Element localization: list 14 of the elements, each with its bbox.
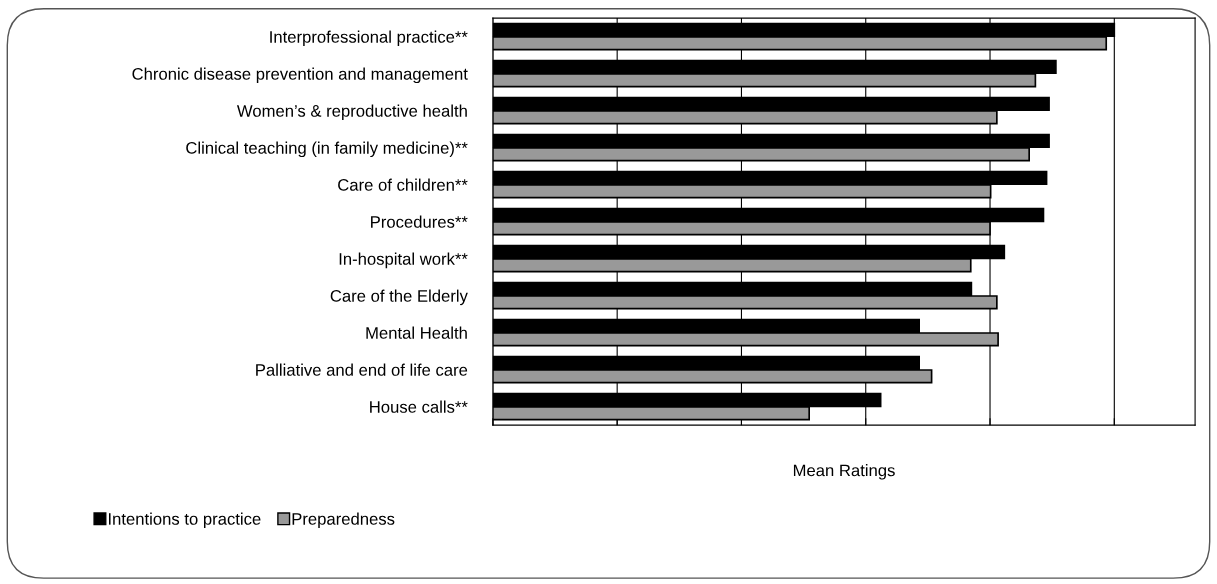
legend-label: Intentions to practice [108,512,261,529]
y-tick-label: Care of the Elderly [330,289,468,306]
y-tick-label: Interprofessional practice** [270,30,468,47]
x-axis-title: Mean Ratings [793,464,895,480]
y-tick-label: Mental Health [366,326,467,339]
y-tick-label: House calls** [370,400,468,413]
y-tick-label: Women’s & reproductive health [236,104,467,121]
y-tick-label: Clinical teaching (in family medicine)** [186,141,468,158]
legend-label: Preparedness [292,512,395,529]
y-tick-label: In-hospital work** [339,252,468,269]
y-tick-label: Palliative and end of life care [256,363,468,376]
y-tick-label: Care of children** [338,178,468,191]
y-tick-label: Procedures** [371,215,468,228]
y-tick-label: Chronic disease prevention and management [132,67,468,84]
